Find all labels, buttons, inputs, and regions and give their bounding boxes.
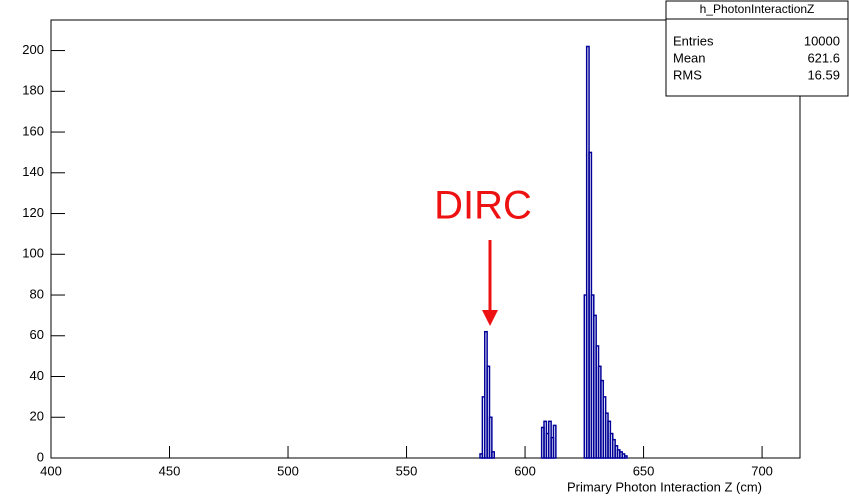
bin <box>486 365 491 459</box>
annotation-arrow-head <box>482 310 498 326</box>
stats-label: Mean <box>673 50 706 65</box>
plot-frame <box>50 19 801 459</box>
stats-label: Entries <box>673 33 714 48</box>
x-tick-label: 600 <box>514 463 536 478</box>
bin <box>552 424 557 459</box>
x-tick-label: 650 <box>633 463 655 478</box>
bin <box>623 455 628 459</box>
y-tick-label: 200 <box>22 42 44 57</box>
stats-value: 16.59 <box>807 67 840 82</box>
x-tick-label: 550 <box>396 463 418 478</box>
y-tick-label: 100 <box>22 246 44 261</box>
y-tick-label: 20 <box>30 409 44 424</box>
stats-title: h_PhotonInteractionZ <box>700 2 815 16</box>
x-tick-label: 400 <box>40 463 62 478</box>
annotation: DIRC <box>434 184 532 228</box>
y-tick-label: 40 <box>30 368 44 383</box>
bin <box>488 416 493 459</box>
x-tick-label: 500 <box>277 463 299 478</box>
stats-label: RMS <box>673 67 702 82</box>
bin <box>491 451 495 459</box>
y-tick-label: 0 <box>37 449 44 464</box>
y-tick-label: 160 <box>22 123 44 138</box>
y-tick-label: 180 <box>22 83 44 98</box>
stats-value: 621.6 <box>807 50 840 65</box>
y-tick-label: 120 <box>22 205 44 220</box>
x-tick-label: 700 <box>751 463 773 478</box>
stats-box <box>665 0 849 97</box>
y-tick-label: 140 <box>22 164 44 179</box>
y-tick-label: 60 <box>30 327 44 342</box>
x-tick-label: 450 <box>159 463 181 478</box>
x-axis-label: Primary Photon Interaction Z (cm) <box>567 479 762 494</box>
y-tick-label: 80 <box>30 286 44 301</box>
stats-value: 10000 <box>804 33 840 48</box>
